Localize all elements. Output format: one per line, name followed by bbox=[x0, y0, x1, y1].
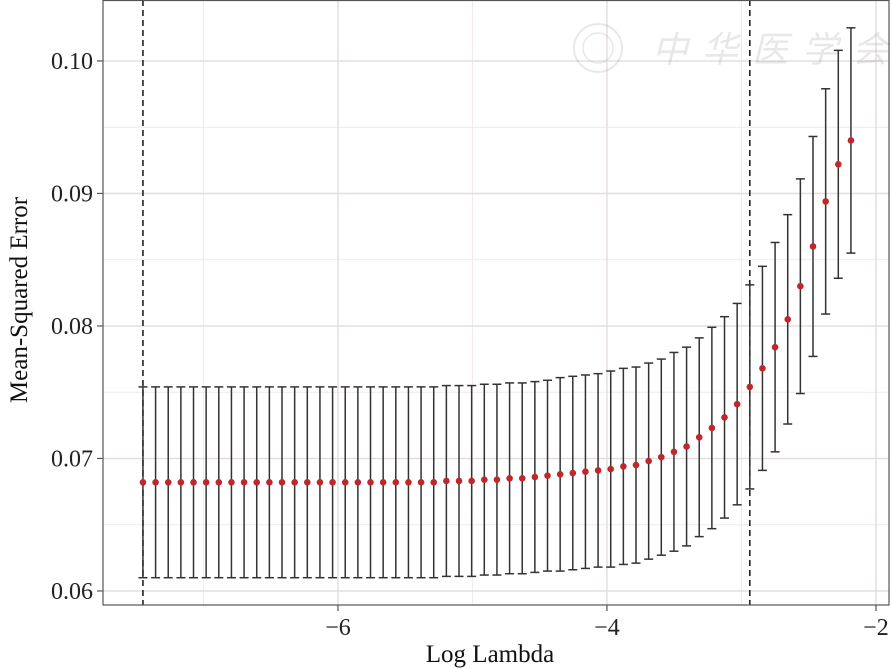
mse-point bbox=[759, 365, 766, 372]
mse-point bbox=[417, 479, 425, 486]
mse-point bbox=[746, 383, 754, 391]
watermark-seal-icon bbox=[573, 23, 623, 73]
watermark: 中华医学会 bbox=[573, 23, 892, 73]
mse-point bbox=[695, 433, 703, 441]
x-axis-label: Log Lambda bbox=[426, 641, 554, 668]
mse-point bbox=[493, 476, 501, 483]
data-points bbox=[139, 137, 855, 486]
mse-point bbox=[657, 453, 665, 461]
grid bbox=[103, 0, 889, 605]
mse-point bbox=[733, 400, 741, 408]
mse-point bbox=[177, 479, 185, 486]
mse-point bbox=[620, 463, 627, 470]
mse-point bbox=[784, 316, 792, 323]
mse-point bbox=[809, 243, 817, 250]
x-tick-label: −4 bbox=[594, 615, 620, 641]
y-tick-label: 0.10 bbox=[51, 49, 93, 75]
mse-point bbox=[152, 479, 159, 486]
x-tick-label: −2 bbox=[863, 615, 889, 641]
mse-point bbox=[304, 479, 311, 486]
mse-point bbox=[278, 479, 286, 486]
mse-point bbox=[455, 477, 463, 485]
mse-point bbox=[506, 475, 513, 482]
y-tick-label: 0.06 bbox=[51, 579, 93, 605]
mse-point bbox=[480, 476, 488, 483]
y-tick-label: 0.08 bbox=[51, 314, 93, 340]
mse-point bbox=[645, 457, 652, 465]
mse-point bbox=[721, 414, 728, 421]
mse-point bbox=[582, 468, 589, 476]
x-axis: −6 −4 −2 bbox=[325, 605, 889, 641]
mse-point bbox=[607, 465, 615, 473]
y-tick-label: 0.09 bbox=[51, 181, 93, 207]
mse-point bbox=[190, 479, 197, 486]
watermark-seal-inner bbox=[582, 32, 614, 64]
mse-point bbox=[771, 343, 779, 351]
y-axis: 0.06 0.07 0.08 0.09 0.10 bbox=[51, 49, 103, 605]
mse-point bbox=[544, 472, 551, 479]
mse-point bbox=[468, 477, 475, 485]
mse-point bbox=[164, 479, 172, 486]
y-axis-label: Mean-Squared Error bbox=[6, 196, 33, 403]
mse-point bbox=[379, 479, 387, 486]
mse-point bbox=[316, 479, 324, 486]
mse-point bbox=[341, 479, 349, 486]
mse-point bbox=[797, 282, 804, 290]
mse-point bbox=[291, 479, 298, 486]
mse-point bbox=[594, 467, 602, 474]
plot-panel-border bbox=[102, 0, 890, 606]
mse-point bbox=[518, 475, 526, 482]
mse-point bbox=[443, 477, 450, 485]
mse-point bbox=[253, 479, 261, 486]
mse-point bbox=[531, 473, 539, 481]
mse-point bbox=[240, 479, 248, 486]
mse-point bbox=[708, 424, 716, 432]
error-bars bbox=[138, 27, 856, 579]
mse-point bbox=[834, 161, 842, 168]
mse-point bbox=[430, 479, 438, 486]
mse-point bbox=[266, 479, 273, 486]
mse-point bbox=[139, 479, 147, 486]
mse-point bbox=[632, 461, 640, 469]
mse-point bbox=[683, 443, 690, 450]
mse-point bbox=[556, 471, 564, 478]
mse-point bbox=[569, 469, 577, 477]
mse-point bbox=[202, 479, 210, 486]
mse-point bbox=[367, 479, 374, 486]
watermark-text: 中华医学会 bbox=[652, 30, 892, 70]
mse-point bbox=[822, 198, 829, 205]
mse-point bbox=[405, 479, 412, 486]
mse-point bbox=[392, 479, 400, 486]
mse-point bbox=[354, 479, 362, 486]
mse-point bbox=[215, 479, 223, 486]
mse-point bbox=[847, 137, 855, 144]
mse-point bbox=[670, 448, 678, 456]
mse-point bbox=[329, 479, 336, 486]
mse-point bbox=[228, 479, 235, 486]
x-tick-label: −6 bbox=[325, 615, 351, 641]
y-tick-label: 0.07 bbox=[51, 446, 93, 472]
